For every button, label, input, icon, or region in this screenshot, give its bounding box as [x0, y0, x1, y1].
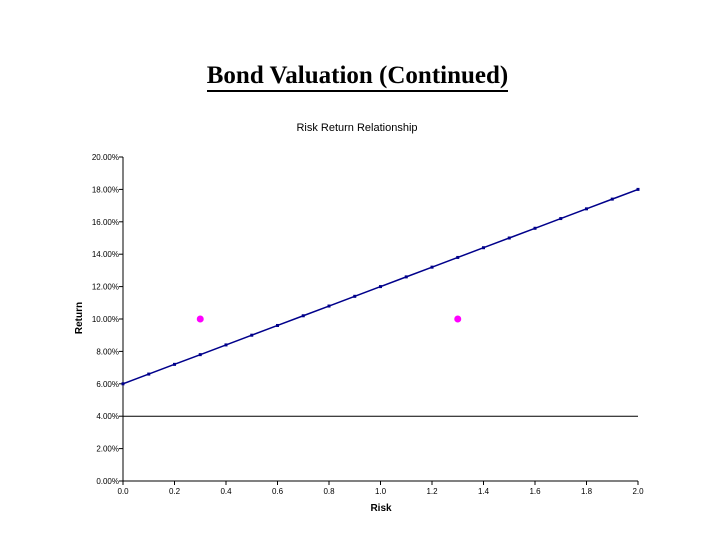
- line-marker: [224, 343, 228, 347]
- line-marker: [430, 265, 434, 269]
- line-marker: [559, 217, 563, 221]
- tick-labels-group: 0.00% 2.00% 4.00% 6.00% 8.00% 10.00% 12.00% 14.…: [92, 153, 644, 496]
- x-tick-label: 1.8: [581, 487, 593, 496]
- y-axis-label: Return: [74, 302, 85, 334]
- line-marker: [636, 187, 640, 191]
- line-marker: [327, 304, 331, 308]
- line-marker: [250, 333, 254, 337]
- axes-group: [119, 156, 639, 485]
- y-tick-label: 18.00%: [92, 185, 119, 194]
- line-marker: [404, 275, 408, 279]
- line-marker: [198, 353, 202, 357]
- line-marker: [301, 314, 305, 318]
- line-marker: [585, 207, 588, 211]
- line-marker: [147, 372, 151, 376]
- y-tick-label: 20.00%: [92, 153, 119, 162]
- line-marker: [507, 236, 511, 240]
- line-marker: [379, 285, 382, 289]
- x-tick-label: 1.2: [426, 487, 438, 496]
- x-tick-label: 1.0: [375, 487, 387, 496]
- x-tick-label: 1.6: [529, 487, 541, 496]
- line-marker: [533, 226, 537, 230]
- line-marker: [482, 246, 485, 250]
- slide-title-text: Bond Valuation (Continued): [206, 62, 509, 92]
- y-tick-label: 16.00%: [92, 218, 119, 227]
- y-tick-label: 12.00%: [92, 283, 119, 292]
- y-tick-label: 0.00%: [96, 477, 119, 486]
- x-tick-label: 0.6: [272, 487, 284, 496]
- x-tick-label: 2.0: [632, 487, 644, 496]
- x-axis-label: Risk: [370, 503, 392, 514]
- x-tick-label: 1.4: [478, 487, 490, 496]
- series-group: [121, 187, 640, 386]
- y-tick-label: 6.00%: [96, 380, 119, 389]
- line-marker: [276, 323, 279, 327]
- scatter-point: [196, 315, 204, 323]
- y-tick-label: 10.00%: [92, 315, 119, 324]
- line-marker: [610, 197, 614, 201]
- line-marker: [353, 294, 357, 298]
- y-tick-label: 2.00%: [96, 445, 119, 454]
- line-marker: [121, 382, 125, 386]
- y-tick-label: 4.00%: [96, 412, 119, 421]
- x-tick-label: 0.4: [220, 487, 232, 496]
- x-tick-label: 0.2: [169, 487, 181, 496]
- line-marker: [173, 362, 176, 366]
- slide-title: Bond Valuation (Continued): [0, 62, 715, 92]
- chart-title: Risk Return Relationship: [296, 122, 417, 134]
- x-tick-label: 0.8: [323, 487, 335, 496]
- line-marker: [456, 255, 460, 259]
- scatter-point: [454, 315, 462, 323]
- x-tick-label: 0.0: [117, 487, 129, 496]
- y-tick-label: 8.00%: [96, 347, 119, 356]
- y-tick-label: 14.00%: [92, 250, 119, 259]
